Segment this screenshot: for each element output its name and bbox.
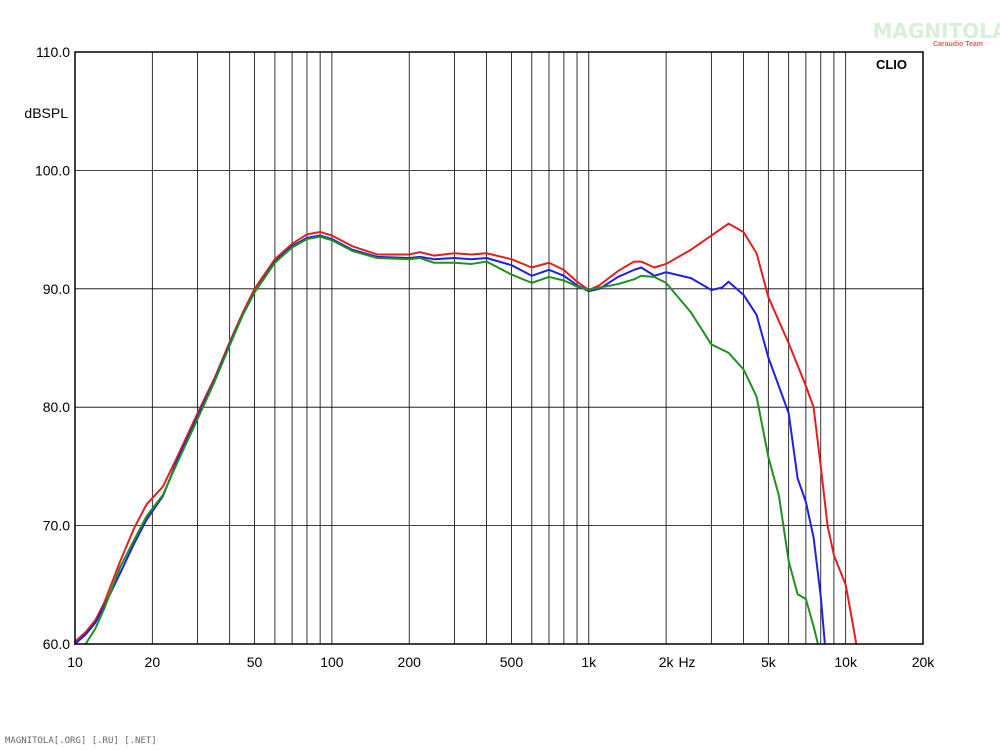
series-group xyxy=(74,222,858,645)
y-tick-label: 60.0 xyxy=(43,636,70,652)
x-axis-unit-label: Hz xyxy=(678,654,695,670)
grid xyxy=(75,52,923,644)
footer-text: MAGNITOLA[.ORG] [.RU] [.NET] xyxy=(5,736,157,746)
y-tick-label: 100.0 xyxy=(35,162,70,178)
y-tick-labels: 60.0 70.0 80.0 90.0 100.0 110.0 xyxy=(35,44,70,652)
x-tick-label: 500 xyxy=(500,654,524,670)
x-tick-label: 20 xyxy=(145,654,161,670)
x-tick-label: 1k xyxy=(581,654,597,670)
x-tick-label: 5k xyxy=(761,654,777,670)
x-tick-label: 100 xyxy=(320,654,344,670)
x-tick-label: 20k xyxy=(912,654,936,670)
watermark-subtitle: Caraudio Team xyxy=(933,41,983,48)
x-tick-label: 2k xyxy=(659,654,675,670)
y-tick-label: 80.0 xyxy=(43,399,70,415)
plot-frame xyxy=(74,51,924,645)
series-line-3 xyxy=(84,235,819,645)
brand-label: CLIO xyxy=(876,57,907,72)
x-tick-label: 50 xyxy=(247,654,263,670)
plot-background xyxy=(75,52,923,644)
y-axis-label: dBSPL xyxy=(24,105,68,121)
y-tick-label: 110.0 xyxy=(36,44,70,60)
x-tick-label: 10 xyxy=(67,654,83,670)
series-line-1 xyxy=(74,222,858,645)
y-tick-label: 90.0 xyxy=(43,281,70,297)
watermark-logo: MAGNITOLA xyxy=(873,19,1000,43)
x-tick-label: 200 xyxy=(398,654,422,670)
x-tick-label: 10k xyxy=(834,654,858,670)
x-tick-labels: 10 20 50 100 200 500 1k 2k 5k 10k 20k xyxy=(67,654,935,670)
y-tick-label: 70.0 xyxy=(43,518,70,534)
